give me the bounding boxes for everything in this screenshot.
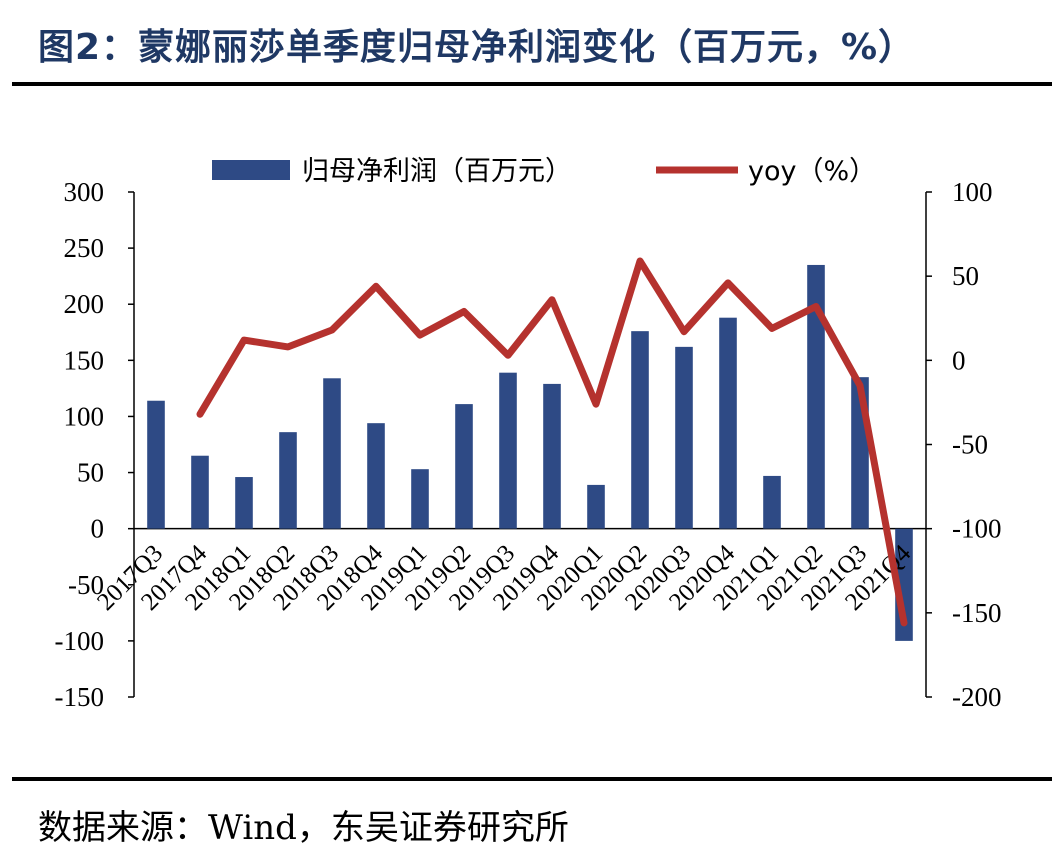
bottom-rule (12, 777, 1052, 781)
axes: 300 250 200 150 100 50 0 -50 -100 -150 100 50 0 -50 -1… (55, 177, 1002, 712)
right-tick-label: 50 (952, 261, 979, 291)
bar-2019Q4 (543, 383, 561, 529)
left-tick-label: 200 (64, 289, 105, 319)
legend-bar-label: 归母净利润（百万元） (302, 156, 572, 187)
category-labels: 2017Q32017Q42018Q12018Q22018Q32018Q42019… (92, 539, 916, 615)
left-tick-label: -50 (68, 570, 104, 600)
source-note: 数据来源：Wind，东吴证券研究所 (38, 808, 569, 848)
right-tick-label: -50 (952, 430, 988, 460)
legend: 归母净利润（百万元） yoy（%） (212, 156, 876, 187)
bar-2019Q1 (411, 469, 429, 529)
yoy-series-line (196, 257, 908, 627)
bar-2018Q2 (279, 432, 297, 529)
bar-2018Q1 (235, 477, 253, 529)
bar-2020Q2 (631, 331, 649, 529)
bar-2019Q2 (455, 404, 473, 529)
bar-2020Q4 (719, 317, 737, 529)
bar-2021Q1 (763, 475, 781, 529)
bars (147, 264, 913, 641)
right-tick-label: -150 (952, 598, 1002, 628)
yoy-line (196, 257, 908, 627)
bar-2017Q4 (191, 455, 209, 529)
left-tick-label: 300 (64, 177, 105, 207)
chart-svg: 归母净利润（百万元） yoy（%） 300 250 200 150 100 50 0 -50 -… (55, 156, 1002, 712)
right-tick-label: 100 (952, 177, 993, 207)
left-tick-label: -150 (55, 682, 105, 712)
left-tick-label: 0 (91, 514, 105, 544)
right-tick-label: -200 (952, 682, 1002, 712)
left-tick-label: 150 (64, 345, 105, 375)
bar-2018Q4 (367, 423, 385, 529)
left-tick-label: 250 (64, 233, 105, 263)
chart-title: 图2：蒙娜丽莎单季度归母净利润变化（百万元，%） (38, 27, 916, 68)
left-tick-label: 100 (64, 401, 105, 431)
top-rule (12, 82, 1052, 86)
left-tick-label: 50 (77, 458, 104, 488)
right-tick-label: -100 (952, 514, 1002, 544)
bar-2019Q3 (499, 372, 517, 529)
legend-bar-swatch (212, 160, 290, 180)
left-tick-label: -100 (55, 626, 105, 656)
bar-2017Q3 (147, 400, 165, 529)
bar-2020Q1 (587, 484, 605, 529)
right-tick-label: 0 (952, 345, 966, 375)
bar-2021Q2 (807, 264, 825, 529)
bar-2020Q3 (675, 346, 693, 529)
legend-line-label: yoy（%） (748, 156, 876, 187)
bar-2018Q3 (323, 378, 341, 529)
